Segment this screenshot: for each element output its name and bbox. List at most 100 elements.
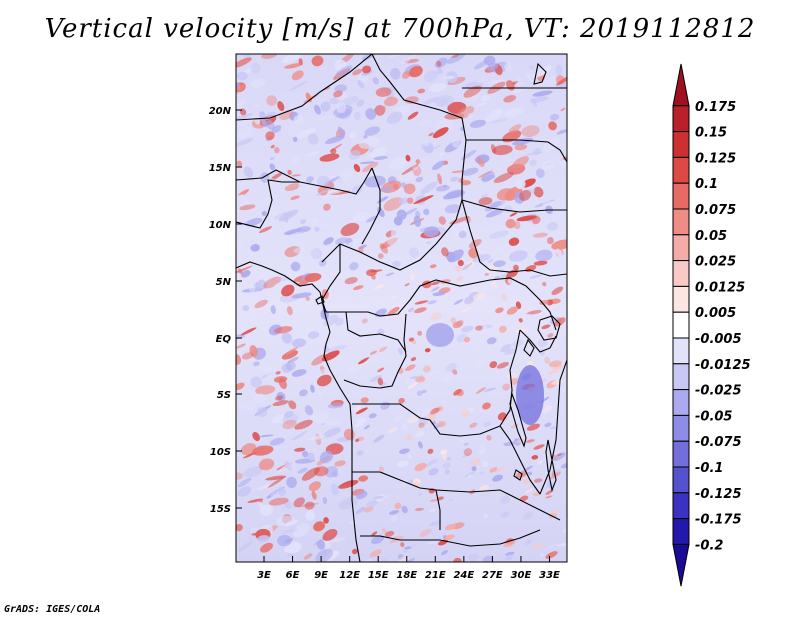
velocity-cell bbox=[551, 286, 564, 296]
velocity-cell bbox=[236, 99, 246, 109]
velocity-cell bbox=[496, 351, 506, 358]
velocity-cell bbox=[409, 273, 416, 281]
velocity-cell bbox=[304, 405, 314, 416]
velocity-cell bbox=[524, 539, 532, 546]
velocity-cell bbox=[304, 273, 322, 282]
velocity-cell bbox=[447, 249, 464, 263]
velocity-cell bbox=[354, 111, 361, 121]
velocity-cell bbox=[265, 177, 275, 185]
velocity-cell bbox=[307, 434, 326, 441]
velocity-cell bbox=[264, 192, 278, 204]
velocity-cell bbox=[406, 434, 413, 441]
velocity-cell bbox=[318, 259, 327, 267]
colorbar-label: -0.175 bbox=[695, 513, 742, 528]
velocity-cell bbox=[423, 226, 440, 238]
velocity-cell bbox=[544, 422, 552, 428]
velocity-cell bbox=[457, 259, 464, 267]
velocity-cell bbox=[509, 212, 518, 217]
velocity-cell bbox=[407, 197, 414, 204]
velocity-cell bbox=[462, 167, 479, 176]
velocity-cell bbox=[288, 400, 297, 410]
velocity-cell bbox=[442, 191, 462, 200]
velocity-cell bbox=[243, 195, 251, 206]
velocity-cell bbox=[443, 375, 452, 383]
velocity-cell bbox=[472, 293, 487, 301]
velocity-cell bbox=[401, 71, 411, 79]
velocity-cell bbox=[303, 553, 313, 560]
velocity-cell bbox=[436, 496, 444, 501]
colorbar-swatch bbox=[672, 156, 690, 184]
velocity-cell bbox=[253, 393, 267, 404]
velocity-cell bbox=[532, 65, 552, 78]
colorbar-swatch bbox=[672, 466, 690, 494]
velocity-cell bbox=[236, 315, 257, 321]
velocity-cell bbox=[475, 325, 483, 331]
velocity-cell bbox=[480, 193, 488, 198]
velocity-cell bbox=[243, 166, 254, 178]
velocity-cell bbox=[456, 320, 464, 327]
velocity-cell bbox=[289, 156, 300, 164]
velocity-cell bbox=[516, 215, 537, 222]
velocity-cell bbox=[452, 139, 461, 148]
lon-label: 27E bbox=[482, 570, 503, 581]
velocity-cell bbox=[477, 157, 485, 167]
velocity-cell bbox=[408, 376, 421, 379]
velocity-cell bbox=[334, 84, 348, 93]
velocity-cell bbox=[496, 368, 502, 376]
colorbar-swatch bbox=[672, 492, 690, 520]
velocity-cell bbox=[412, 165, 419, 171]
velocity-cell bbox=[541, 405, 553, 414]
velocity-cell bbox=[453, 389, 462, 396]
velocity-cell bbox=[417, 441, 423, 449]
velocity-cell bbox=[500, 343, 512, 353]
colorbar-swatch bbox=[672, 260, 690, 287]
velocity-cell bbox=[360, 397, 369, 404]
velocity-cell bbox=[553, 452, 566, 462]
velocity-cell bbox=[351, 548, 358, 555]
velocity-cell bbox=[454, 224, 472, 238]
velocity-cell bbox=[356, 490, 368, 500]
velocity-cell bbox=[335, 65, 353, 78]
velocity-cell bbox=[258, 434, 274, 438]
velocity-cell bbox=[250, 376, 262, 388]
velocity-cell bbox=[496, 466, 505, 472]
velocity-cell bbox=[486, 62, 499, 72]
velocity-cell bbox=[441, 247, 449, 257]
velocity-cell bbox=[253, 361, 260, 367]
velocity-cell bbox=[357, 80, 365, 89]
velocity-cell bbox=[525, 439, 535, 443]
velocity-cell bbox=[290, 261, 301, 272]
colorbar-label: -0.005 bbox=[695, 332, 742, 347]
velocity-cell bbox=[481, 171, 495, 183]
velocity-cell bbox=[439, 151, 444, 157]
velocity-cell bbox=[369, 350, 378, 355]
velocity-cell bbox=[553, 303, 566, 312]
velocity-cell bbox=[305, 296, 310, 301]
velocity-cell bbox=[469, 422, 478, 429]
velocity-cell bbox=[275, 395, 284, 401]
velocity-cell bbox=[482, 461, 489, 468]
velocity-cell bbox=[356, 450, 364, 456]
velocity-cell bbox=[259, 504, 273, 516]
velocity-cell bbox=[506, 306, 519, 315]
velocity-cell bbox=[414, 307, 427, 314]
velocity-cell bbox=[354, 404, 363, 411]
velocity-cell bbox=[534, 542, 544, 550]
velocity-cell bbox=[427, 448, 434, 455]
velocity-cell bbox=[269, 163, 276, 171]
velocity-cell bbox=[237, 541, 253, 552]
velocity-cell bbox=[467, 112, 474, 118]
velocity-cell bbox=[236, 265, 253, 274]
velocity-cell bbox=[400, 542, 405, 548]
velocity-cell bbox=[479, 442, 486, 451]
velocity-cell bbox=[292, 523, 310, 538]
lake-victoria bbox=[537, 315, 561, 341]
velocity-cell bbox=[401, 423, 408, 430]
lon-label: 9E bbox=[314, 570, 328, 581]
velocity-cell bbox=[399, 448, 410, 454]
velocity-cell bbox=[260, 363, 280, 372]
colorbar-swatch bbox=[672, 414, 690, 442]
velocity-cell bbox=[281, 528, 298, 535]
velocity-cell bbox=[461, 262, 473, 271]
